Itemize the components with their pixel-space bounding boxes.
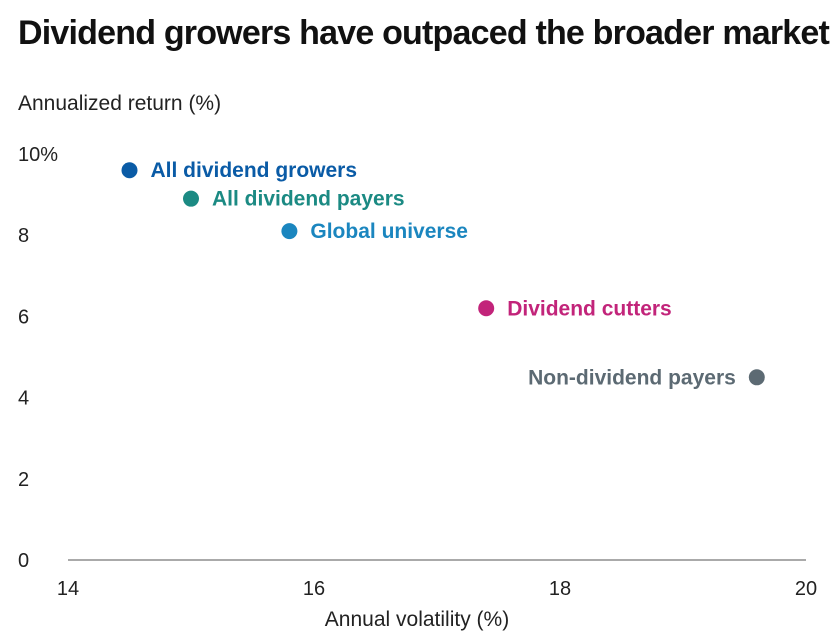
y-tick-label: 0 [18,550,29,572]
x-tick-label: 18 [549,578,571,600]
data-point-label: Dividend cutters [507,297,672,320]
y-tick-label: 8 [18,225,29,247]
x-tick-label: 16 [303,578,325,600]
data-point-label: Global universe [310,220,468,243]
y-tick-label: 6 [18,306,29,328]
data-point-label: Non-dividend payers [528,366,736,389]
y-tick-label: 10% [18,144,58,166]
y-tick-label: 4 [18,388,29,410]
chart-title: Dividend growers have outpaced the broad… [18,14,830,52]
data-point-label: All dividend payers [212,188,405,211]
data-point [748,369,765,386]
y-tick-label: 2 [18,469,29,491]
data-point [183,190,199,207]
data-point-label: All dividend growers [151,159,358,182]
y-axis-label: Annualized return (%) [18,92,222,115]
data-point [478,300,495,317]
x-axis-label: Annual volatility (%) [324,608,510,631]
data-point [121,162,138,179]
data-point [281,223,298,240]
x-tick-label: 14 [57,578,79,600]
x-tick-label: 20 [795,578,817,600]
